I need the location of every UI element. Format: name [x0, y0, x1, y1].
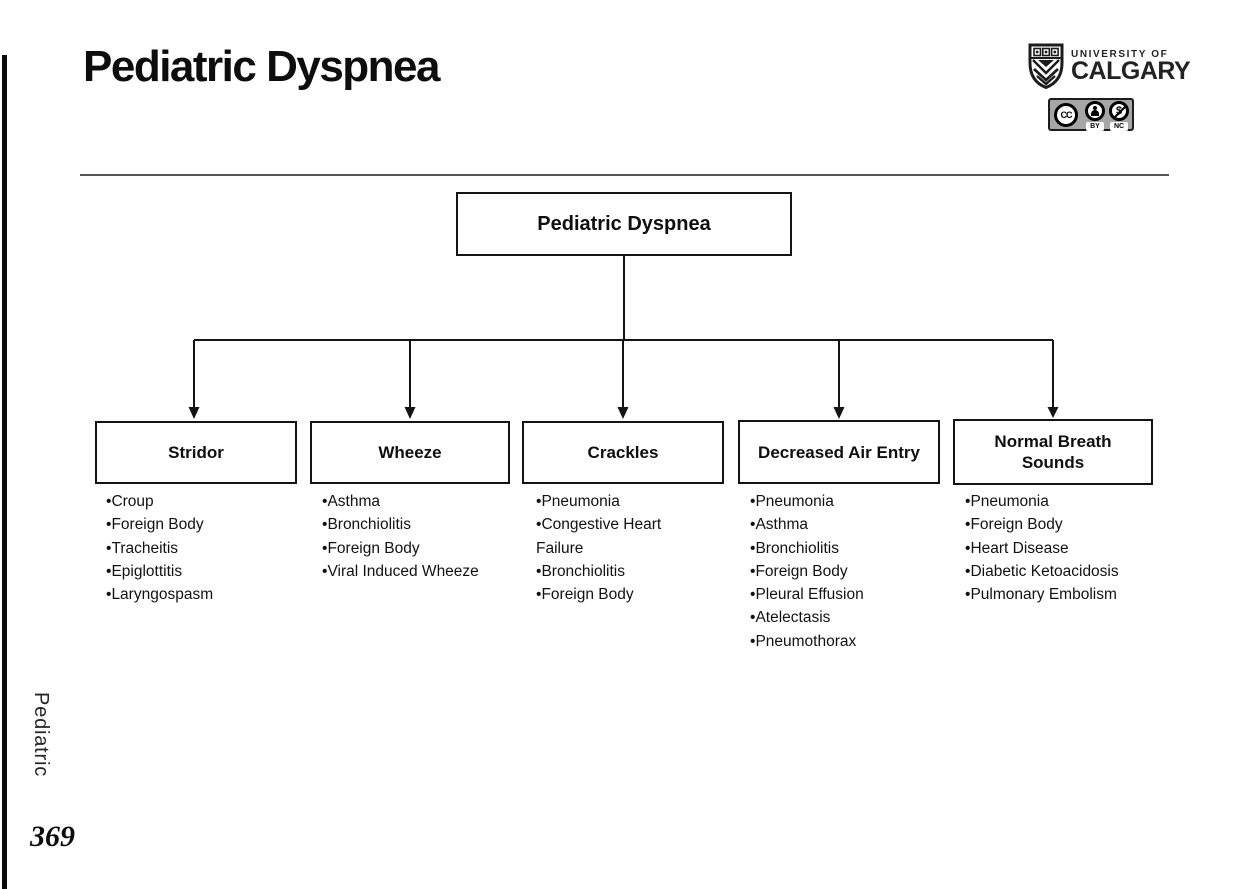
list-item: Asthma: [750, 513, 938, 536]
branch-label: Wheeze: [378, 443, 442, 462]
page-title: Pediatric Dyspnea: [83, 42, 441, 91]
license-nc-label: NC: [1110, 122, 1128, 131]
attribution-person-icon: [1085, 101, 1105, 121]
branch-list-normal-breath-sounds: PneumoniaForeign BodyHeart DiseaseDiabet…: [965, 490, 1163, 606]
list-item: Croup: [106, 490, 301, 513]
flowchart-root-box: Pediatric Dyspnea: [456, 192, 792, 256]
branch-label: Normal Breath Sounds: [994, 432, 1112, 472]
branch-list-decreased-air-entry: PneumoniaAsthmaBronchiolitisForeign Body…: [750, 490, 938, 653]
list-item: Pneumonia: [536, 490, 704, 513]
list-item: Foreign Body: [322, 537, 517, 560]
list-item: Viral Induced Wheeze: [322, 560, 517, 583]
branch-box-decreased-air-entry: Decreased Air Entry: [738, 420, 940, 484]
page-number: 369: [30, 820, 75, 853]
branch-box-crackles: Crackles: [522, 421, 724, 484]
list-item: Congestive Heart Failure: [536, 513, 704, 560]
page-edge-bar: [2, 55, 7, 889]
list-item: Pneumonia: [750, 490, 938, 513]
branch-list-wheeze: AsthmaBronchiolitisForeign BodyViral Ind…: [322, 490, 517, 583]
list-item: Asthma: [322, 490, 517, 513]
list-item: Diabetic Ketoacidosis: [965, 560, 1163, 583]
header-divider: [80, 174, 1169, 176]
license-by-label: BY: [1086, 122, 1104, 131]
list-item: Tracheitis: [106, 537, 301, 560]
branch-box-normal-breath-sounds: Normal Breath Sounds: [953, 419, 1153, 485]
list-item: Epiglottitis: [106, 560, 301, 583]
list-item: Bronchiolitis: [536, 560, 704, 583]
list-item: Pneumonia: [965, 490, 1163, 513]
cc-by-nc-license-badge: CC $ BY NC: [1048, 98, 1134, 131]
flowchart-root-label: Pediatric Dyspnea: [537, 212, 711, 235]
university-wordmark-line2: CALGARY: [1071, 57, 1191, 85]
university-logo: UNIVERSITY OF CALGARY: [1028, 43, 1191, 89]
list-item: Atelectasis: [750, 606, 938, 629]
branch-list-crackles: PneumoniaCongestive Heart FailureBronchi…: [536, 490, 704, 606]
non-commercial-dollar-icon: $: [1109, 101, 1129, 121]
list-item: Pleural Effusion: [750, 583, 938, 606]
cc-icon: CC: [1054, 103, 1078, 127]
list-item: Heart Disease: [965, 537, 1163, 560]
branch-label: Crackles: [587, 443, 659, 462]
list-item: Laryngospasm: [106, 583, 301, 606]
list-item: Bronchiolitis: [322, 513, 517, 536]
university-wordmark-line1: UNIVERSITY OF: [1071, 49, 1169, 60]
branch-label: Decreased Air Entry: [758, 442, 920, 462]
list-item: Pulmonary Embolism: [965, 583, 1163, 606]
list-item: Foreign Body: [106, 513, 301, 536]
university-wordmark: UNIVERSITY OF CALGARY: [1071, 43, 1191, 85]
branch-box-wheeze: Wheeze: [310, 421, 510, 484]
branch-box-stridor: Stridor: [95, 421, 297, 484]
branch-label: Stridor: [168, 443, 224, 462]
list-item: Foreign Body: [750, 560, 938, 583]
chapter-side-label: Pediatric: [30, 692, 52, 778]
list-item: Pneumothorax: [750, 630, 938, 653]
list-item: Foreign Body: [536, 583, 704, 606]
branch-list-stridor: CroupForeign BodyTracheitisEpiglottitisL…: [106, 490, 301, 606]
list-item: Foreign Body: [965, 513, 1163, 536]
list-item: Bronchiolitis: [750, 537, 938, 560]
university-crest-icon: [1028, 43, 1064, 89]
